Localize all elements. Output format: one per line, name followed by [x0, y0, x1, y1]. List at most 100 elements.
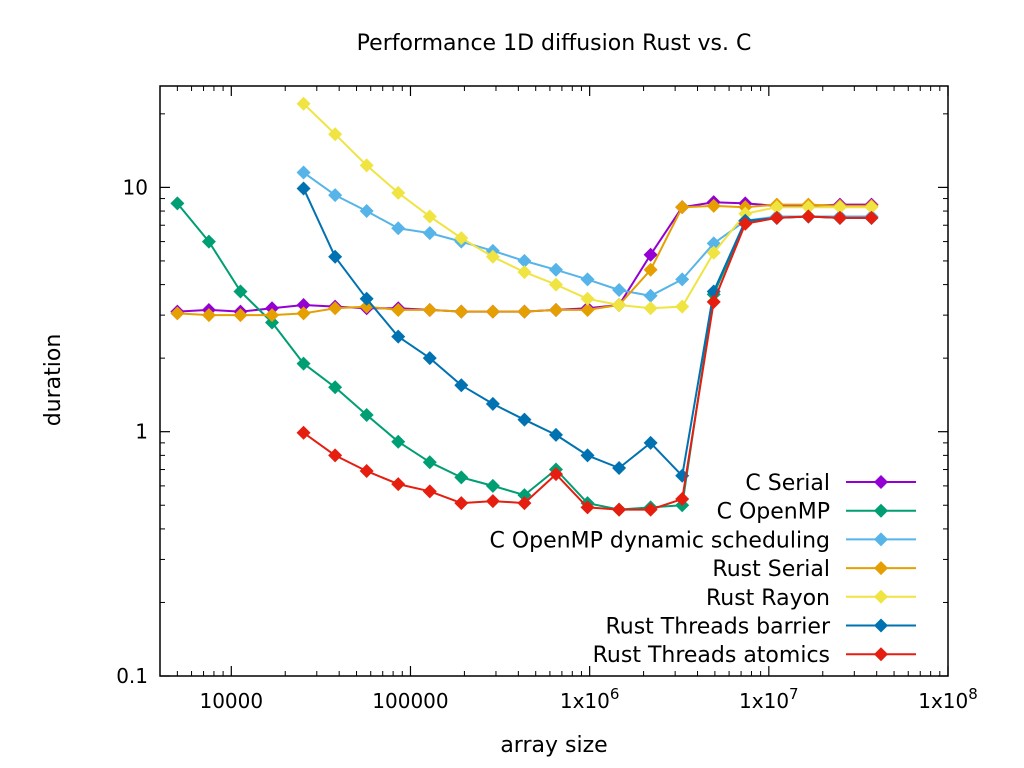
data-point	[296, 96, 311, 111]
data-point	[296, 306, 311, 321]
legend-marker	[874, 589, 888, 604]
data-point	[706, 294, 721, 309]
data-point	[485, 478, 500, 493]
x-tick-label: 1x107	[739, 685, 799, 713]
data-point	[612, 298, 627, 313]
data-point	[643, 435, 658, 450]
data-point	[328, 127, 343, 142]
data-point	[517, 265, 532, 280]
data-point	[422, 302, 437, 317]
series-rust-threads-atomics	[296, 209, 879, 517]
data-point	[296, 356, 311, 371]
data-point	[454, 231, 469, 246]
data-point	[391, 434, 406, 449]
data-point	[801, 200, 816, 215]
data-point	[675, 272, 690, 287]
data-point	[265, 315, 280, 330]
y-axis-label: duration	[41, 334, 66, 427]
data-point	[296, 298, 311, 313]
data-point	[548, 302, 563, 317]
legend-item: C OpenMP	[717, 500, 916, 525]
data-point	[643, 262, 658, 277]
x-tick-label: 1x108	[918, 685, 978, 713]
legend-label: Rust Rayon	[706, 586, 830, 611]
data-point	[801, 209, 816, 224]
x-tick-label: 1x106	[560, 685, 620, 713]
data-point	[328, 188, 343, 203]
legend-item: C OpenMP dynamic scheduling	[490, 528, 916, 553]
data-point	[422, 455, 437, 470]
legend-label: Rust Threads barrier	[605, 615, 830, 640]
legend-label: Rust Threads atomics	[593, 643, 830, 668]
data-point	[233, 284, 248, 299]
data-point	[391, 477, 406, 492]
data-point	[170, 306, 185, 321]
data-point	[328, 448, 343, 463]
y-tick-label: 1	[135, 420, 148, 444]
data-point	[422, 351, 437, 366]
legend-marker	[874, 618, 888, 633]
data-point	[201, 234, 216, 249]
legend-item: Rust Rayon	[706, 586, 916, 611]
data-point	[454, 378, 469, 393]
legend-marker	[874, 503, 888, 518]
data-point	[328, 380, 343, 395]
data-point	[548, 277, 563, 292]
data-point	[359, 204, 374, 219]
data-point	[201, 308, 216, 323]
legend-label: C Serial	[745, 471, 830, 496]
data-point	[517, 304, 532, 319]
data-point	[643, 288, 658, 303]
data-point	[548, 262, 563, 277]
data-point	[359, 464, 374, 479]
data-point	[485, 396, 500, 411]
legend-label: C OpenMP dynamic scheduling	[490, 528, 830, 553]
legend-item: Rust Threads barrier	[605, 615, 916, 640]
data-point	[832, 210, 847, 225]
data-point	[675, 299, 690, 314]
plot-area: 10000 100000 1x106 1x107 1x108 0.1 1 10	[116, 85, 978, 713]
y-tick-label: 10	[123, 175, 148, 199]
data-point	[612, 502, 627, 517]
data-point	[738, 206, 753, 221]
legend-item: C Serial	[745, 471, 916, 496]
data-point	[422, 484, 437, 499]
data-point	[265, 308, 280, 323]
data-point	[391, 221, 406, 236]
legend-marker	[874, 532, 888, 547]
data-point	[643, 247, 658, 262]
data-point	[517, 253, 532, 268]
data-point	[485, 304, 500, 319]
legend-marker	[874, 475, 888, 489]
data-point	[675, 492, 690, 507]
legend-label: C OpenMP	[717, 500, 830, 525]
series-rust-rayon	[296, 96, 879, 316]
data-point	[391, 329, 406, 344]
data-point	[580, 272, 595, 287]
data-point	[517, 412, 532, 427]
x-axis-label: array size	[500, 733, 607, 758]
legend-item: Rust Threads atomics	[593, 643, 916, 668]
data-point	[548, 427, 563, 442]
data-point	[422, 209, 437, 224]
data-point	[296, 181, 311, 196]
data-point	[233, 308, 248, 323]
legend-marker	[874, 561, 888, 576]
legend-item: Rust Serial	[712, 557, 916, 582]
data-point	[612, 461, 627, 476]
legend: C Serial C OpenMP C OpenMP dynamic schedul…	[490, 471, 916, 668]
y-tick-label: 0.1	[116, 664, 148, 688]
data-point	[580, 448, 595, 463]
data-point	[328, 249, 343, 264]
data-point	[328, 301, 343, 316]
data-point	[517, 496, 532, 511]
data-point	[864, 210, 879, 225]
data-point	[580, 291, 595, 306]
data-point	[391, 302, 406, 317]
plot-frame	[159, 85, 949, 677]
data-point	[769, 200, 784, 215]
data-point	[359, 158, 374, 173]
data-point	[359, 408, 374, 423]
